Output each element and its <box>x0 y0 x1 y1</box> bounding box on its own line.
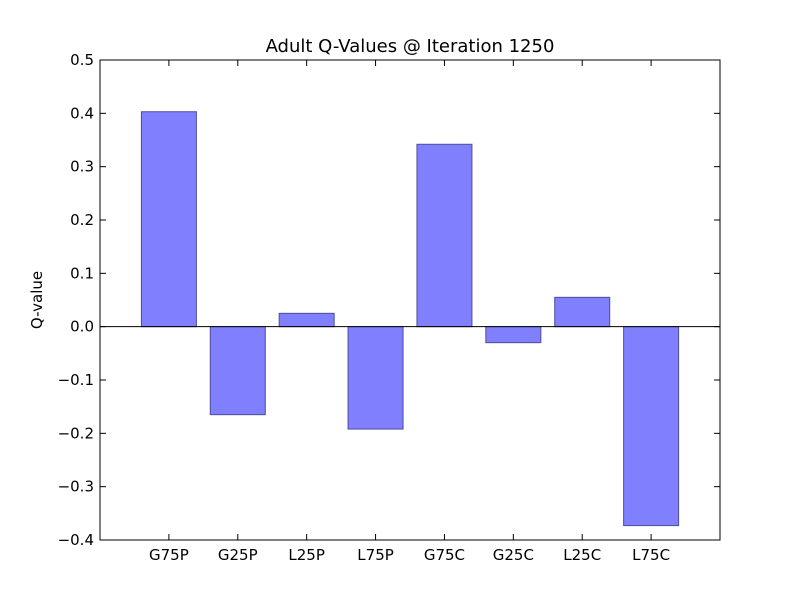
x-tick-label: L75C <box>632 546 670 564</box>
y-tick-label: 0.4 <box>70 104 94 122</box>
chart-title: Adult Q-Values @ Iteration 1250 <box>266 36 555 57</box>
y-tick-label: 0.0 <box>70 318 94 336</box>
axes-frame <box>99 59 721 541</box>
y-tick-label: −0.3 <box>58 478 94 496</box>
y-tick-label: 0.1 <box>70 264 94 282</box>
y-tick-label: −0.1 <box>58 371 94 389</box>
x-tick-label: G75C <box>424 546 465 564</box>
bar-g25c <box>485 326 542 344</box>
bar-l25p <box>278 312 335 328</box>
y-tick-label: 0.5 <box>70 51 94 69</box>
bar-l75p <box>347 326 404 430</box>
y-axis-label: Q-value <box>28 271 46 329</box>
y-tick-label: 0.2 <box>70 211 94 229</box>
x-tick-label: G25C <box>493 546 534 564</box>
x-tick-label: L75P <box>357 546 394 564</box>
plot-area: 0.5 0.4 0.3 0.2 0.1 0.0 −0.1 −0.2 −0.3 −0.4 G75P G2… <box>58 51 721 564</box>
x-tick-label: L25P <box>288 546 325 564</box>
x-tick-label: G25P <box>218 546 258 564</box>
x-tick-label: L25C <box>563 546 601 564</box>
y-tick-label: 0.3 <box>70 158 94 176</box>
x-tick-label: G75P <box>149 546 189 564</box>
bar-g75p <box>140 111 197 328</box>
y-tick-label: −0.4 <box>58 531 94 549</box>
bar-l75c <box>623 326 680 527</box>
y-tick-label: −0.2 <box>58 424 94 442</box>
bar-g25p <box>209 326 266 416</box>
bar-l25c <box>554 296 611 328</box>
bar-g75c <box>416 143 473 328</box>
